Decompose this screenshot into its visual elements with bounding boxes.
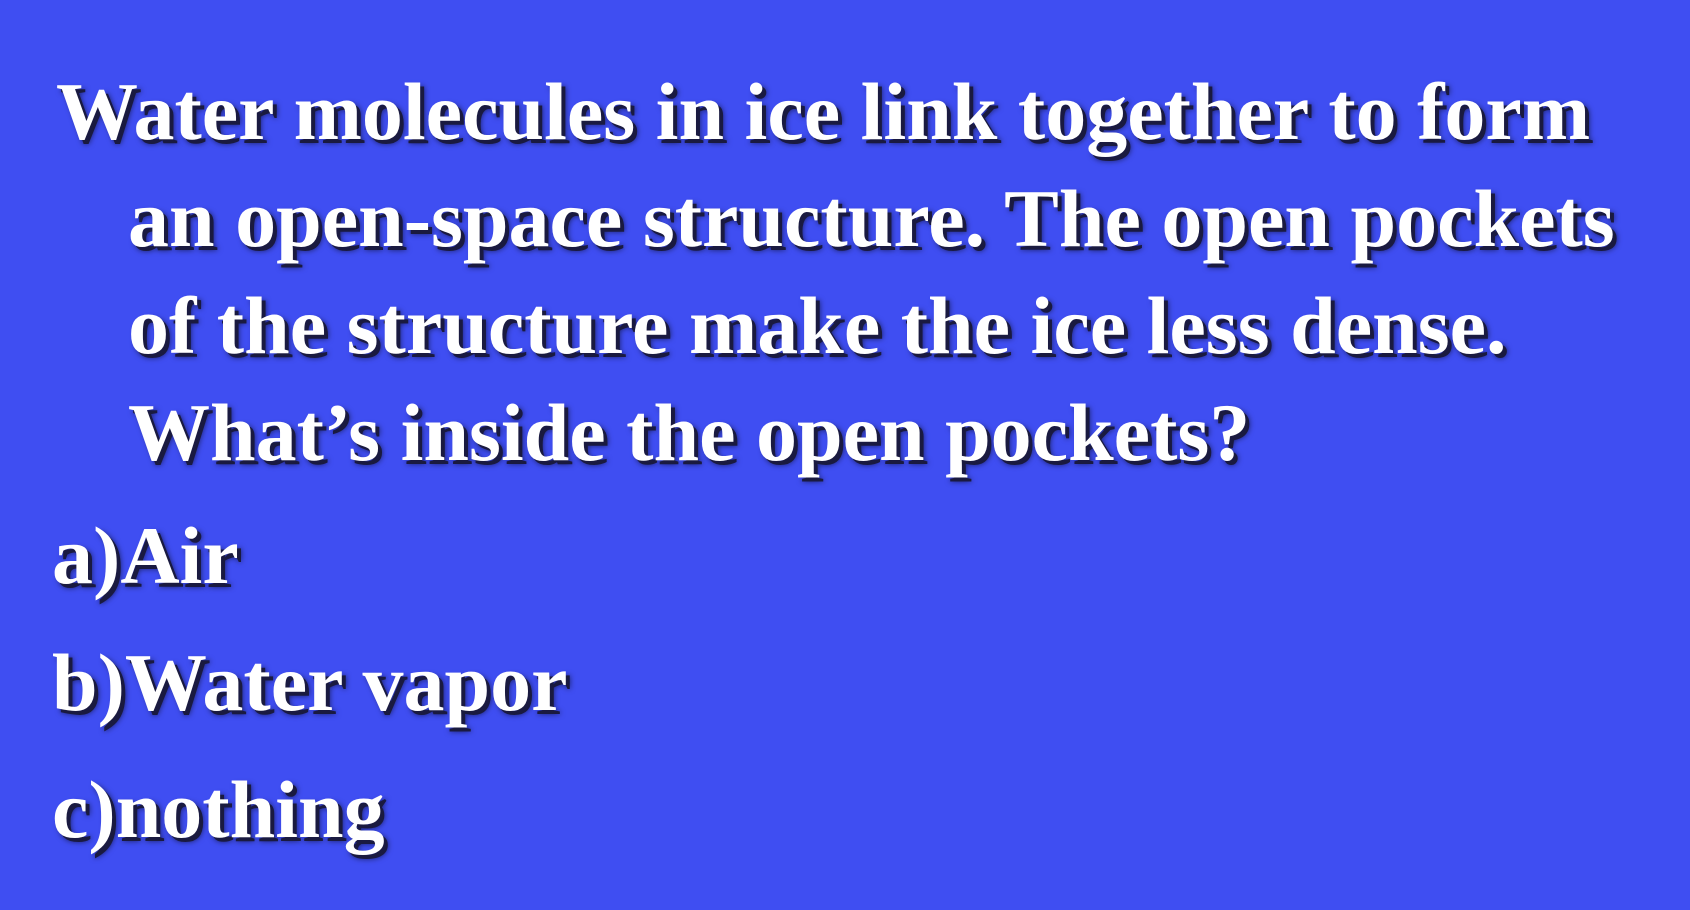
option-letter: c): [52, 764, 116, 855]
option-a: a)Air: [52, 492, 568, 619]
option-text: nothing: [115, 764, 385, 855]
option-text: Water vapor: [124, 637, 568, 728]
answer-options: a)Air b)Water vapor c)nothing: [52, 492, 568, 873]
option-b: b)Water vapor: [52, 619, 568, 746]
option-text: Air: [120, 510, 239, 601]
option-letter: b): [52, 637, 125, 728]
question-text: Water molecules in ice link together to …: [56, 66, 1615, 478]
option-c: c)nothing: [52, 746, 568, 873]
option-letter: a): [52, 510, 121, 601]
